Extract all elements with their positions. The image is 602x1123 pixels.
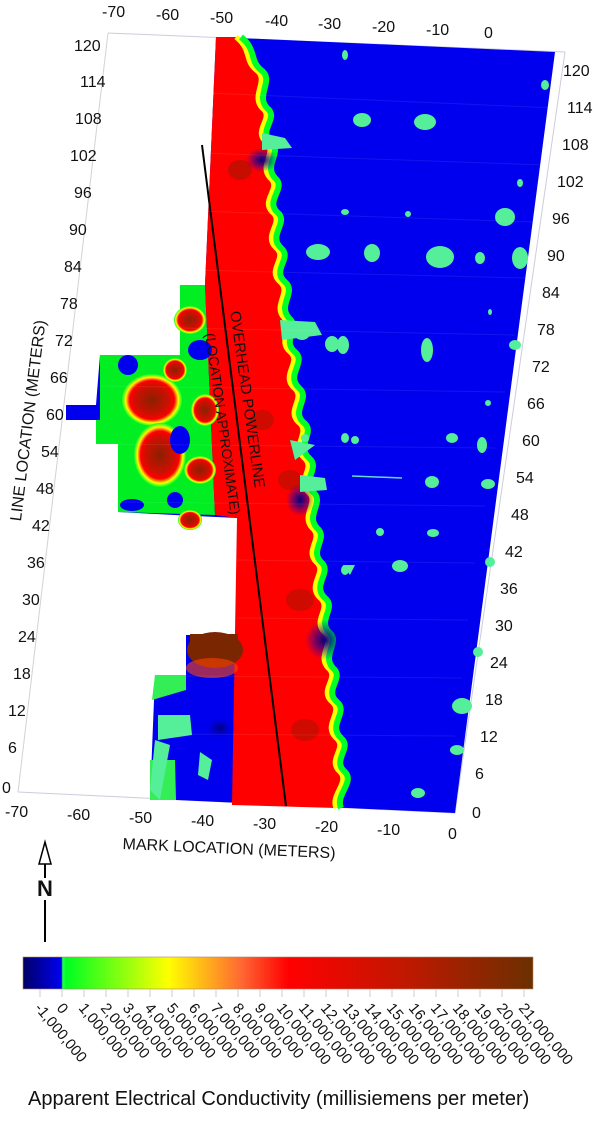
legend-title: Apparent Electrical Conductivity (millis…: [28, 1088, 530, 1110]
y-tick-right: 48: [511, 507, 529, 524]
y-tick-right: 30: [495, 618, 513, 635]
x-tick-bottom: -20: [315, 819, 339, 836]
x-tick-top: -40: [265, 13, 289, 30]
y-tick-left: 30: [22, 592, 40, 609]
y-tick-right: 36: [500, 581, 518, 598]
x-tick-top: -10: [426, 22, 450, 39]
x-tick-top: -30: [318, 16, 342, 33]
y-tick-right: 72: [532, 359, 550, 376]
y-tick-right: 96: [552, 211, 570, 228]
x-tick-bottom: -50: [129, 810, 153, 827]
y-tick-right: 60: [522, 433, 540, 450]
y-tick-left: 24: [18, 629, 36, 646]
y-tick-left: 78: [60, 296, 78, 313]
y-tick-left: 108: [75, 111, 102, 128]
x-tick-bottom: 0: [448, 826, 457, 843]
y-tick-left: 72: [55, 333, 73, 350]
y-tick-left: 102: [70, 148, 97, 165]
north-label: N: [37, 876, 53, 901]
y-tick-right: 114: [567, 100, 593, 117]
y-tick-left: 36: [27, 555, 45, 572]
x-tick-bottom: -70: [5, 804, 29, 821]
y-tick-right: 54: [516, 470, 534, 487]
y-tick-right: 120: [563, 63, 590, 80]
x-tick-bottom: -10: [377, 822, 401, 839]
y-tick-left: 48: [36, 481, 54, 498]
y-tick-left: 18: [13, 666, 31, 683]
colorbar: [22, 956, 534, 990]
y-tick-left: 66: [50, 370, 68, 387]
y-tick-right: 66: [527, 396, 545, 413]
y-tick-left: 54: [41, 444, 59, 461]
y-tick-left: 120: [74, 38, 101, 55]
y-tick-left: 84: [64, 259, 82, 276]
y-tick-right: 6: [475, 766, 484, 783]
x-tick-bottom: -60: [67, 807, 91, 824]
x-tick-top: -60: [156, 7, 180, 24]
y-tick-right: 42: [505, 544, 523, 561]
x-tick-bottom: -30: [253, 816, 277, 833]
y-tick-left: 42: [32, 518, 50, 535]
y-tick-right: 18: [485, 692, 503, 709]
y-tick-right: 102: [557, 174, 584, 191]
y-tick-right: 78: [537, 322, 555, 339]
y-tick-left: 6: [8, 740, 17, 757]
y-tick-right: 12: [480, 729, 498, 746]
x-tick-top: -20: [372, 19, 396, 36]
y-tick-left: 60: [46, 407, 64, 424]
y-tick-left: 90: [69, 222, 87, 239]
x-tick-bottom: -40: [191, 813, 215, 830]
y-tick-right: 84: [542, 285, 560, 302]
y-tick-left: 114: [80, 74, 106, 91]
y-tick-right: 90: [547, 248, 565, 265]
y-tick-left: 12: [8, 703, 26, 720]
y-tick-left: 96: [74, 185, 92, 202]
y-tick-right: 0: [472, 805, 481, 822]
x-tick-top: 0: [484, 25, 493, 42]
y-tick-right: 108: [562, 137, 589, 154]
y-tick-right: 24: [490, 655, 508, 672]
y-tick-left: 0: [2, 780, 11, 797]
x-tick-top: -70: [102, 4, 126, 21]
x-tick-top: -50: [210, 10, 234, 27]
